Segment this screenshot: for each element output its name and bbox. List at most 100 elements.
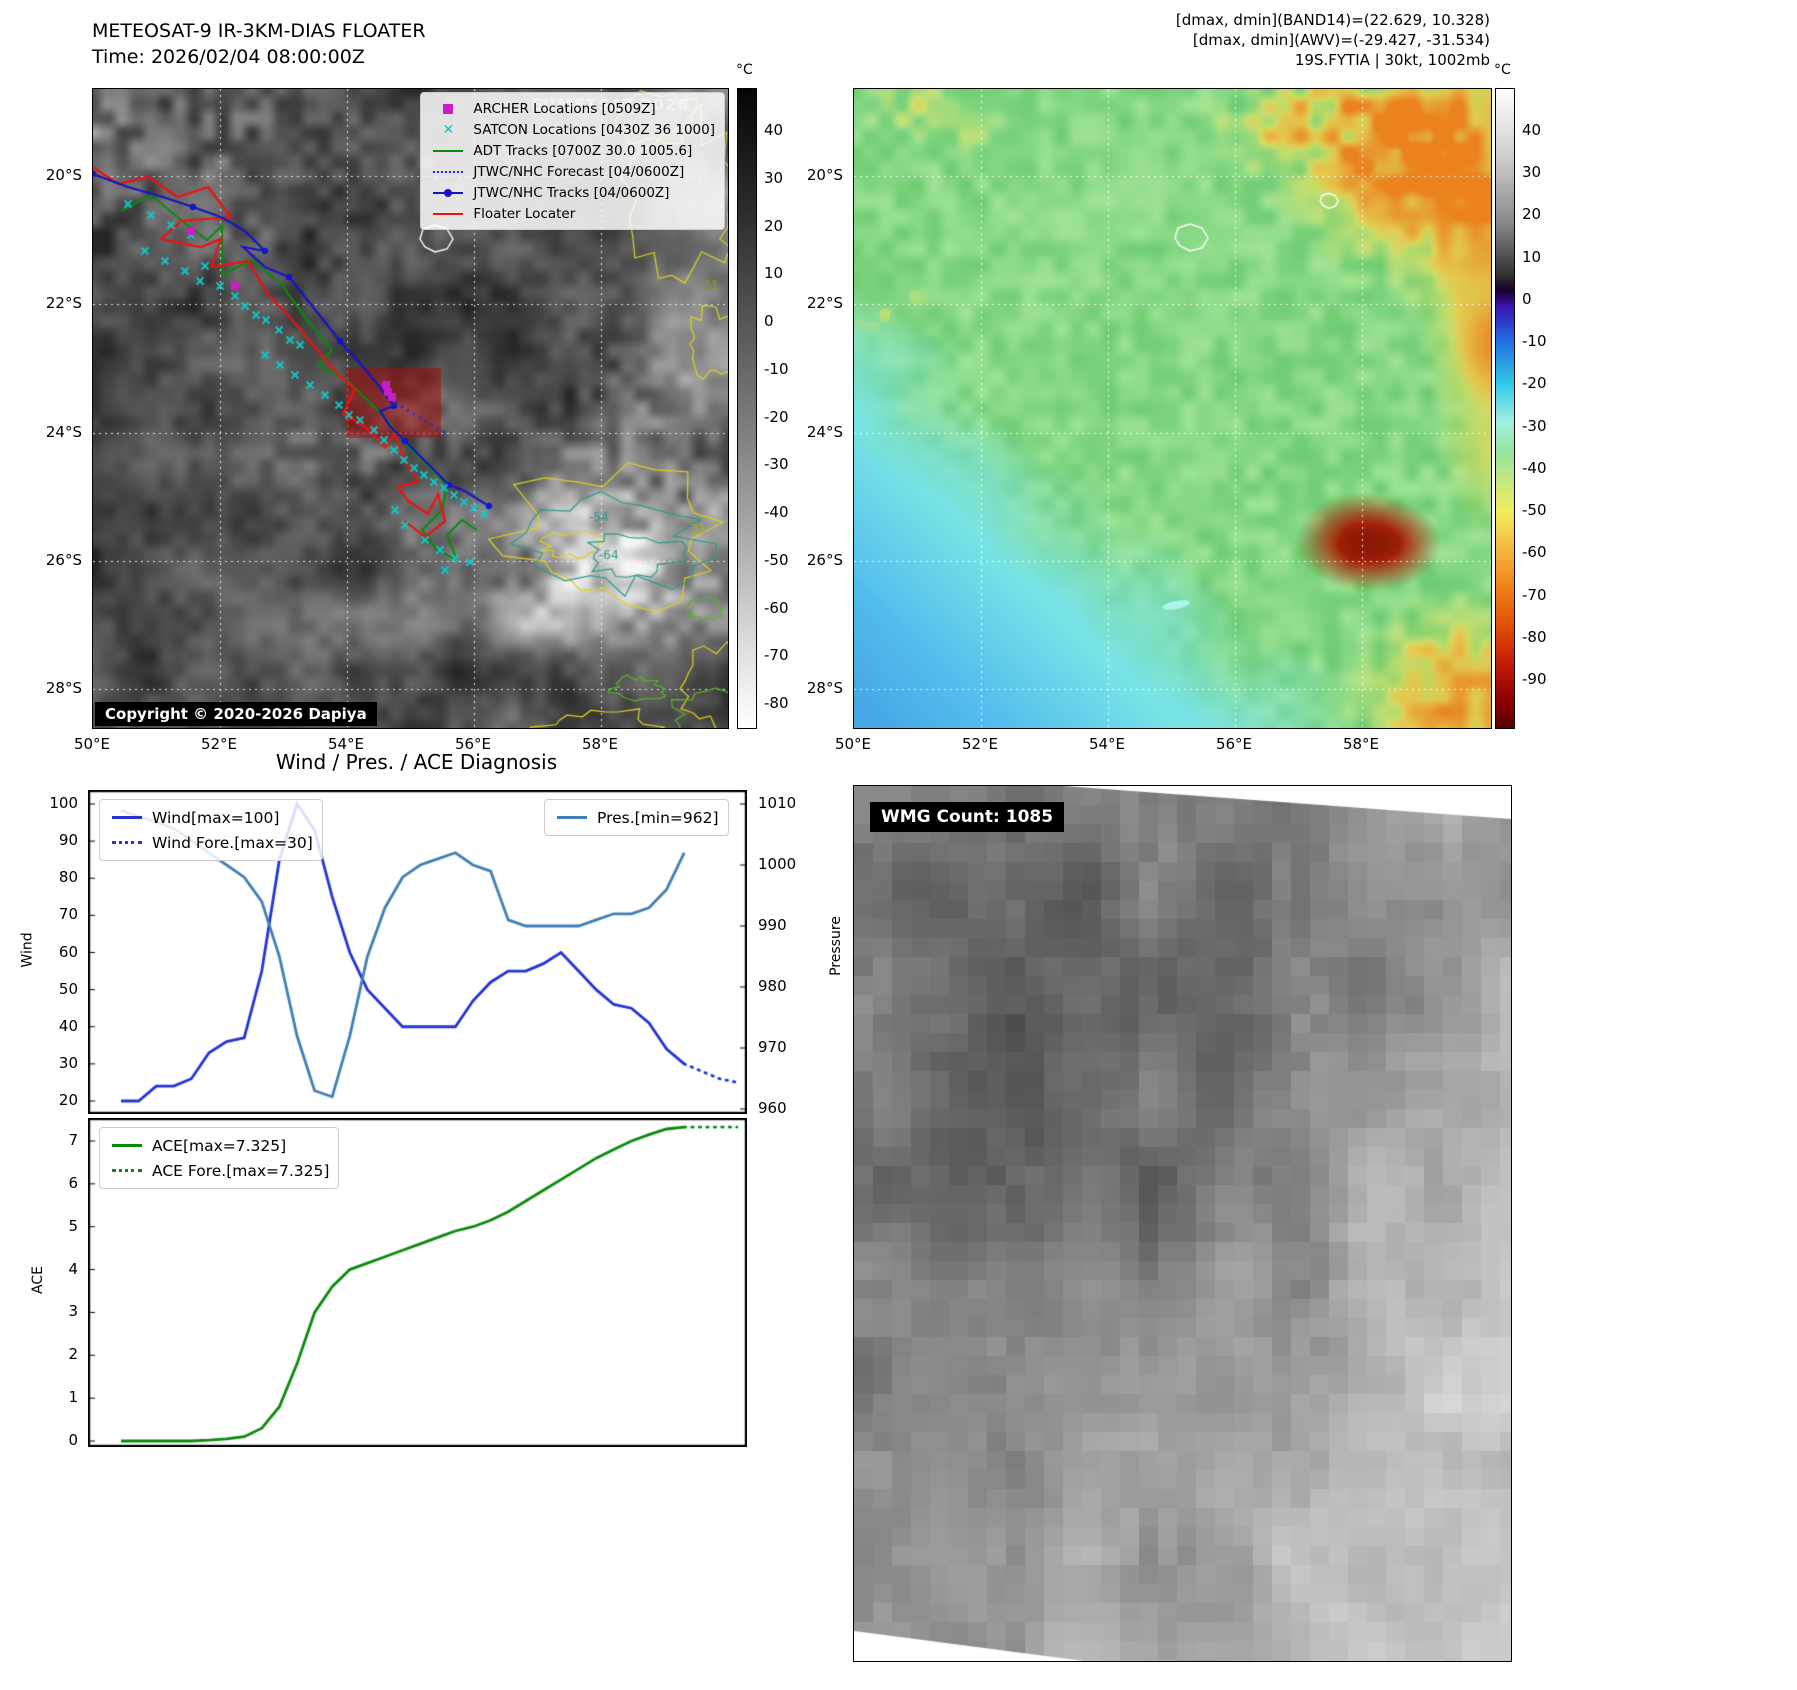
floater-line-icon xyxy=(430,212,466,215)
legend-label: Wind[max=100] xyxy=(152,808,280,827)
wind-axis-label: Wind xyxy=(19,932,36,968)
tick-label: -70 xyxy=(1522,585,1547,604)
ir-map-panel: EUMETSAT 2026 ARCHER Locations [0509Z]✕S… xyxy=(92,88,729,729)
tick-label: -40 xyxy=(764,503,789,521)
adt-line-icon xyxy=(430,149,466,152)
tick-label: 30 xyxy=(58,1053,78,1072)
tick-label: -60 xyxy=(1522,543,1547,562)
legend-label: JTWC/NHC Tracks [04/0600Z] xyxy=(473,184,670,201)
tick-label: 960 xyxy=(758,1099,787,1117)
tick-label: 0 xyxy=(764,312,774,330)
tick-label: -30 xyxy=(764,455,789,474)
legend-item: ACE Fore.[max=7.325] xyxy=(109,1158,329,1183)
tick-label: 56°E xyxy=(1215,735,1253,753)
legend-label: ACE Fore.[max=7.325] xyxy=(152,1161,330,1180)
tick-label: -10 xyxy=(764,359,789,378)
legend-label: ARCHER Locations [0509Z] xyxy=(473,100,656,117)
ace-axis-label: ACE xyxy=(29,1266,46,1294)
tick-label: 30 xyxy=(1522,163,1542,182)
pressure-line-icon xyxy=(554,816,590,819)
archer-square-icon xyxy=(430,103,466,114)
ace-legend: ACE[max=7.325] ACE Fore.[max=7.325] xyxy=(99,1127,340,1189)
diagnosis-title: Wind / Pres. / ACE Diagnosis xyxy=(275,750,558,774)
tick-label: 20°S xyxy=(45,166,82,184)
tick-label: 5 xyxy=(68,1216,78,1235)
awv-colorbar-axis: 40 30 20 10 0 -10 -20 -30 -40 -50 -60 -70 -80 -90 xyxy=(1517,88,1561,727)
tick-label: -20 xyxy=(764,407,789,426)
pressure-y-axis: 1010 1000 990 980 970 960 xyxy=(753,790,799,1117)
awv-colorbar-unit: °C xyxy=(1494,62,1511,78)
legend-item: ARCHER Locations [0509Z] xyxy=(430,98,715,119)
wind-pressure-chart: Wind[max=100] Wind Fore.[max=30] Pres.[mi… xyxy=(88,790,747,1114)
page-time: Time: 2026/02/04 08:00:00Z xyxy=(92,46,365,68)
wind-legend: Wind[max=100] Wind Fore.[max=30] xyxy=(99,799,323,861)
ir-lon-axis: 50°E 52°E 54°E 56°E 58°E xyxy=(74,732,727,754)
legend-item: ✕ SATCON Locations [0430Z 36 1000] xyxy=(430,119,715,140)
tick-label: 2 xyxy=(68,1345,78,1364)
tick-label: -30 xyxy=(1522,416,1547,435)
awv-lat-axis: 20°S 22°S 24°S 26°S 28°S xyxy=(797,88,849,727)
header-info: [dmax, dmin](BAND14)=(22.629, 10.328) [d… xyxy=(1176,10,1490,70)
tick-label: 80 xyxy=(58,868,78,887)
awv-lon-axis: 50°E 52°E 54°E 56°E 58°E xyxy=(835,732,1490,754)
tick-label: 26°S xyxy=(45,550,82,569)
tick-label: 24°S xyxy=(806,422,843,441)
tick-label: 58°E xyxy=(581,735,619,753)
legend-item: JTWC/NHC Forecast [04/0600Z] xyxy=(430,161,715,182)
awv-satellite-image xyxy=(854,89,1491,728)
tick-label: 24°S xyxy=(45,422,82,441)
ir-lat-axis: 20°S 22°S 24°S 26°S 28°S xyxy=(36,88,88,727)
storm-id: 19S.FYTIA | 30kt, 1002mb xyxy=(1294,51,1490,69)
wmg-microwave-image xyxy=(854,786,1511,1661)
tick-label: 26°S xyxy=(806,550,843,569)
tick-label: -50 xyxy=(1522,501,1547,520)
tick-label: -80 xyxy=(1522,627,1547,646)
tick-label: 20 xyxy=(58,1091,78,1109)
tick-label: 990 xyxy=(758,916,787,934)
tick-label: 40 xyxy=(764,121,784,139)
tick-label: 6 xyxy=(68,1173,78,1192)
tick-label: 28°S xyxy=(806,679,843,697)
tick-label: 54°E xyxy=(1088,735,1126,753)
legend-label: Wind Fore.[max=30] xyxy=(152,833,313,852)
tick-label: 52°E xyxy=(961,735,999,753)
tick-label: 54°E xyxy=(327,735,365,753)
page-title: METEOSAT-9 IR-3KM-DIAS FLOATER xyxy=(92,20,426,42)
tick-label: 60 xyxy=(58,942,78,961)
tick-label: -90 xyxy=(1522,669,1547,688)
legend-item: ACE[max=7.325] xyxy=(109,1133,329,1158)
tick-label: 90 xyxy=(58,831,78,850)
tick-label: 10 xyxy=(1522,247,1542,266)
tick-label: 28°S xyxy=(45,679,82,697)
tick-label: 3 xyxy=(68,1302,78,1321)
ace-chart: ACE[max=7.325] ACE Fore.[max=7.325] xyxy=(88,1118,747,1447)
ir-map-legend: ARCHER Locations [0509Z] ✕ SATCON Location… xyxy=(420,92,725,230)
wind-y-axis: 100 90 80 70 60 50 40 30 20 xyxy=(40,790,84,1112)
tick-label: 56°E xyxy=(454,735,492,753)
tick-label: 50°E xyxy=(834,735,872,753)
tick-label: 30 xyxy=(764,168,784,187)
wind-line-icon xyxy=(109,816,145,819)
tick-label: 1010 xyxy=(758,794,797,812)
tick-label: -50 xyxy=(764,550,789,569)
tick-label: 7 xyxy=(68,1131,78,1149)
tick-label: 980 xyxy=(758,977,787,995)
tick-label: 100 xyxy=(49,794,78,812)
satcon-x-icon: ✕ xyxy=(442,121,455,138)
legend-item: ADT Tracks [0700Z 30.0 1005.6] xyxy=(430,140,715,161)
tick-label: 22°S xyxy=(806,294,843,313)
wind-forecast-icon xyxy=(109,841,145,844)
tick-label: 1000 xyxy=(758,855,797,873)
tick-label: 40 xyxy=(1522,121,1542,139)
jtwc-line-icon xyxy=(430,188,466,197)
legend-label: ADT Tracks [0700Z 30.0 1005.6] xyxy=(473,142,693,159)
tick-label: 0 xyxy=(68,1430,78,1449)
legend-item: Wind Fore.[max=30] xyxy=(109,830,313,855)
tick-label: 20 xyxy=(1522,205,1542,224)
tick-label: 22°S xyxy=(45,294,82,313)
legend-item: Floater Locater xyxy=(430,203,715,224)
tick-label: -40 xyxy=(1522,458,1547,477)
ace-forecast-icon xyxy=(109,1169,145,1172)
legend-item: Wind[max=100] xyxy=(109,805,313,830)
